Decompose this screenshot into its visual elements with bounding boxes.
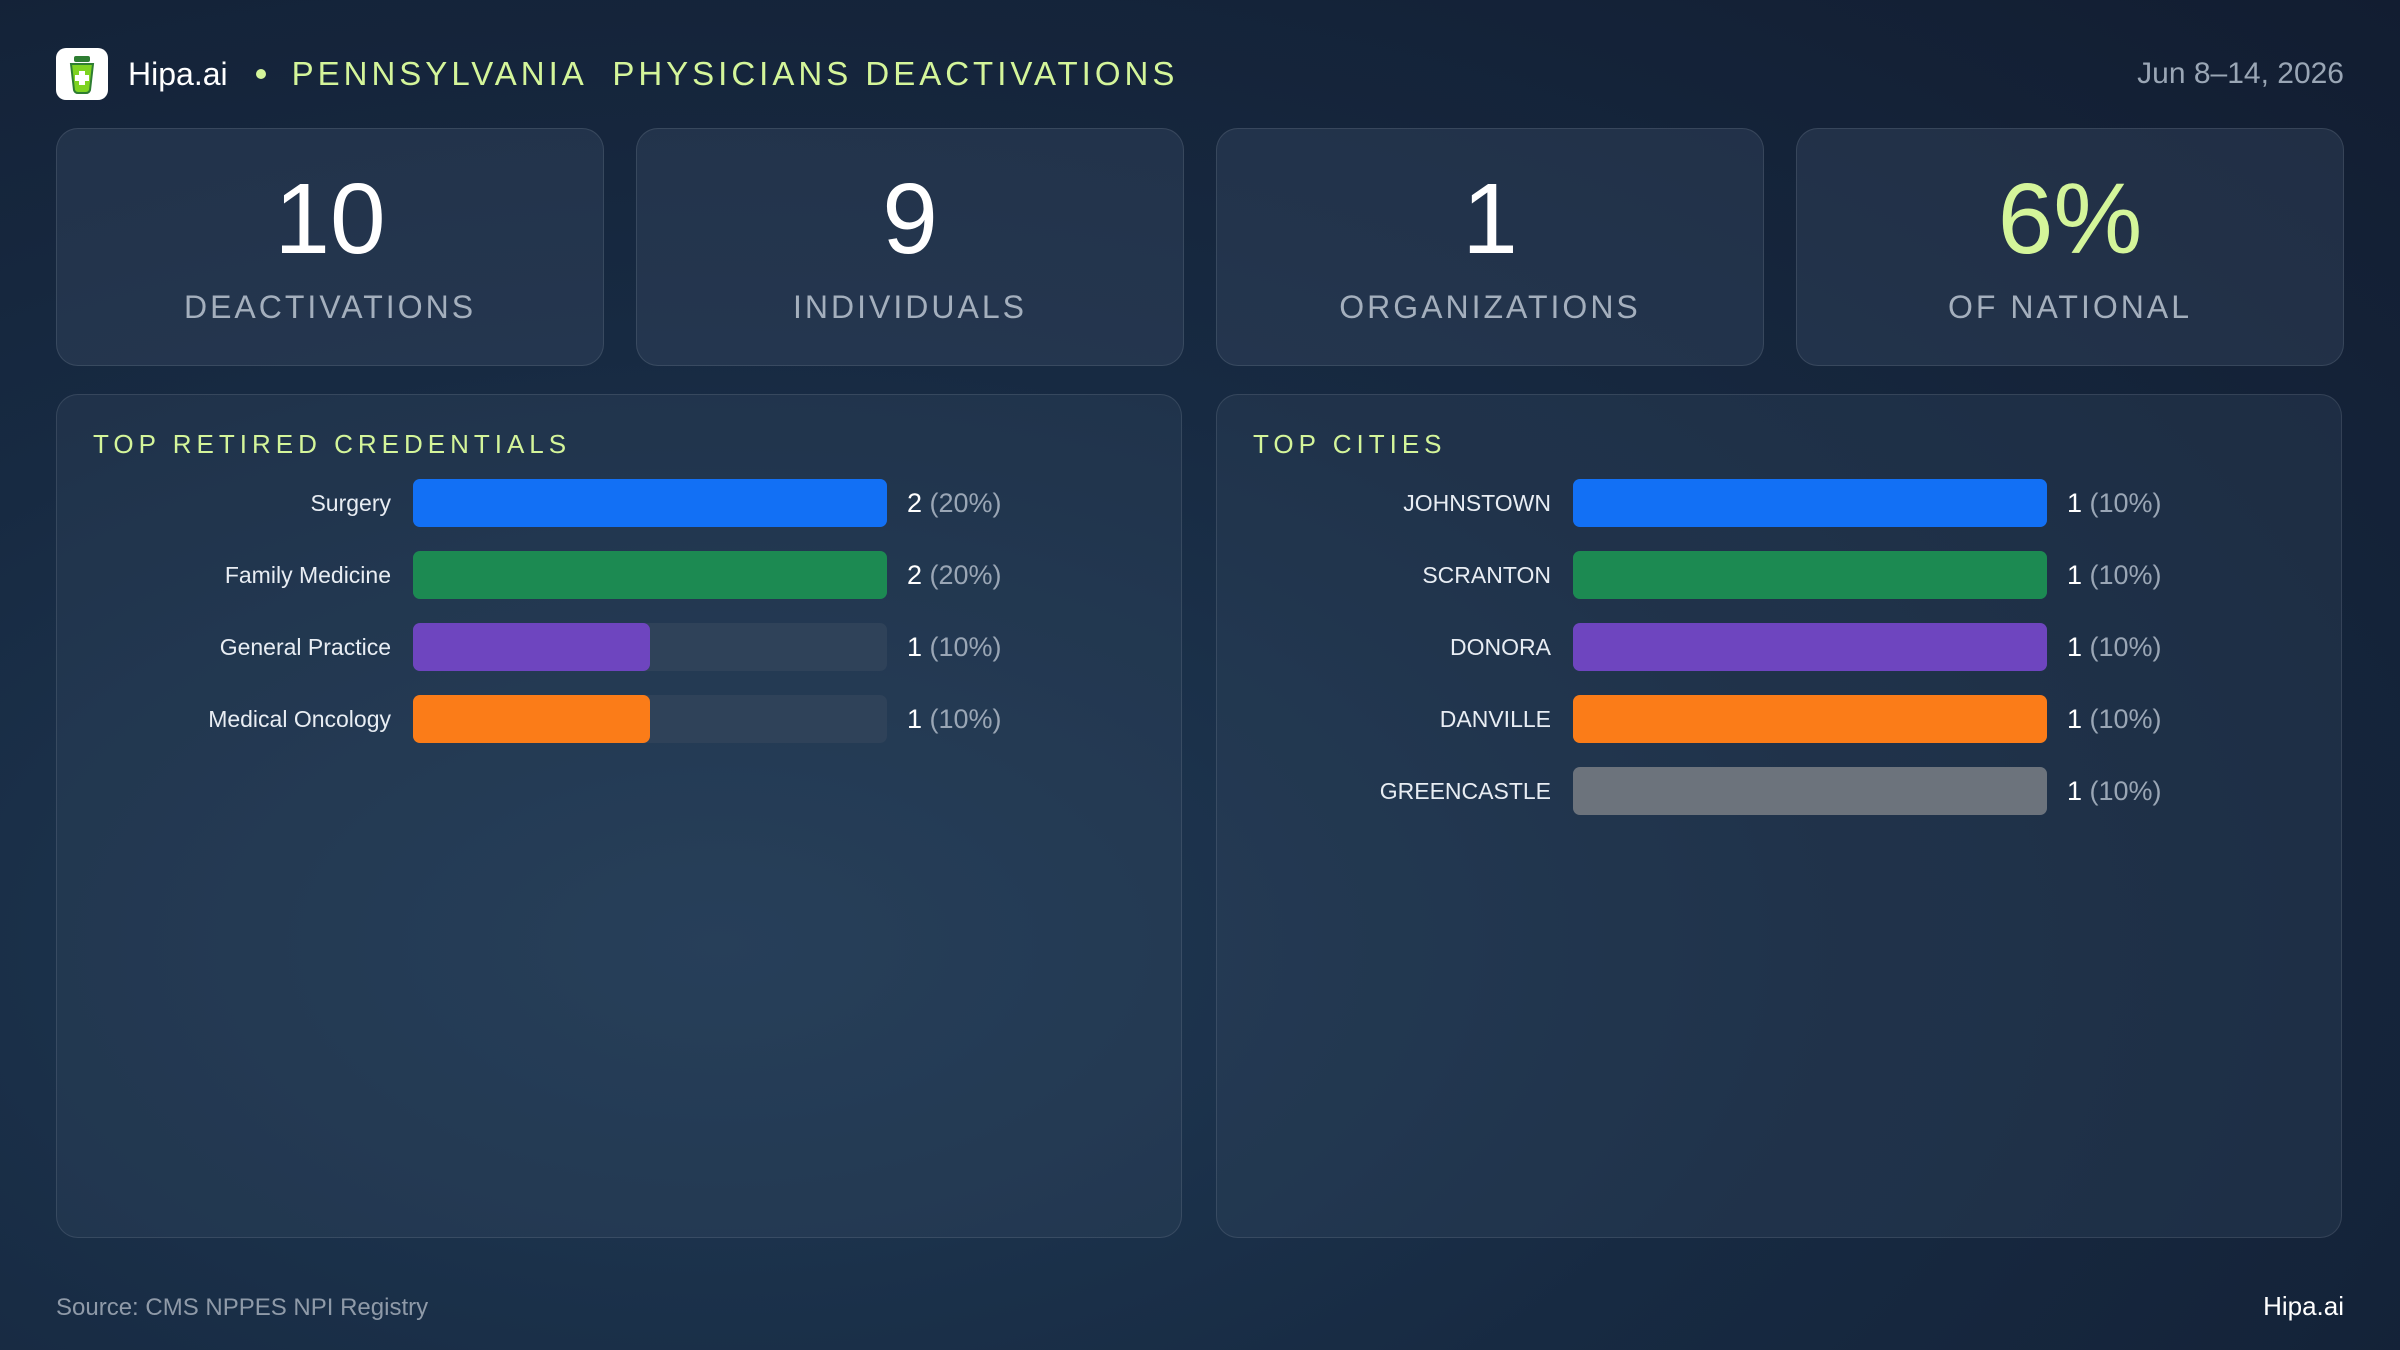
bar-value-label: 1 (10%) — [907, 632, 1002, 662]
separator-dot — [255, 69, 266, 79]
kpi-label: ORGANIZATIONS — [1339, 288, 1641, 325]
bar-category-label: Medical Oncology — [208, 706, 391, 732]
kpi-row: 10 DEACTIVATIONS 9 INDIVIDUALS 1 ORGANIZ… — [56, 128, 2344, 366]
kpi-label: INDIVIDUALS — [793, 288, 1027, 325]
bar — [413, 695, 650, 743]
credentials-panel: TOP RETIRED CREDENTIALS Surgery 2 (20%) Fa… — [56, 394, 1182, 1238]
bar-category-label: JOHNSTOWN — [1403, 490, 1551, 516]
panel-title: TOP CITIES — [1253, 429, 1447, 459]
bar-value-label: 1 (10%) — [2067, 776, 2162, 806]
bar-category-label: SCRANTON — [1422, 562, 1551, 588]
bar — [413, 551, 887, 599]
kpi-value: 6% — [1997, 162, 2143, 275]
bar-value-label: 2 (20%) — [907, 488, 1002, 518]
credentials-bar-chart: Surgery 2 (20%) Family Medicine 2 (20%) Gene… — [208, 479, 1002, 743]
bar-value-label: 1 (10%) — [2067, 560, 2162, 590]
bar — [413, 479, 887, 527]
hipa-logo-icon — [56, 48, 108, 100]
bar — [1573, 767, 2047, 815]
kpi-card-individuals: 9 INDIVIDUALS — [636, 128, 1184, 366]
bar-value-label: 2 (20%) — [907, 560, 1002, 590]
kpi-card-organizations: 1 ORGANIZATIONS — [1216, 128, 1764, 366]
panel-title: TOP RETIRED CREDENTIALS — [93, 429, 572, 459]
bar-category-label: Family Medicine — [225, 562, 391, 588]
bar-value-label: 1 (10%) — [2067, 632, 2162, 662]
kpi-card-national-share: 6% OF NATIONAL — [1796, 128, 2344, 366]
source-note: Source: CMS NPPES NPI Registry — [56, 1294, 429, 1321]
kpi-value: 10 — [274, 162, 386, 275]
kpi-card-deactivations: 10 DEACTIVATIONS — [56, 128, 604, 366]
kpi-value: 9 — [882, 162, 938, 275]
kpi-value: 1 — [1462, 162, 1518, 275]
bar-category-label: DANVILLE — [1440, 706, 1551, 732]
kpi-label: DEACTIVATIONS — [183, 288, 477, 325]
bar-value-label: 1 (10%) — [2067, 488, 2162, 518]
bar-category-label: Surgery — [310, 490, 391, 516]
bar-category-label: DONORA — [1450, 634, 1552, 660]
page-title: PENNSYLVANIA PHYSICIANS DEACTIVATIONS — [291, 55, 1179, 92]
cities-panel: TOP CITIES JOHNSTOWN 1 (10%) SCRANTON 1 (10… — [1216, 394, 2342, 1238]
bar — [1573, 551, 2047, 599]
bar — [413, 623, 650, 671]
brand-name: Hipa.ai — [128, 55, 228, 92]
bar — [1573, 695, 2047, 743]
kpi-label: OF NATIONAL — [1948, 288, 2192, 325]
bar-value-label: 1 (10%) — [907, 704, 1002, 734]
footer-brand: Hipa.ai — [2263, 1291, 2344, 1321]
cities-bar-chart: JOHNSTOWN 1 (10%) SCRANTON 1 (10%) DONORA 1 (… — [1380, 479, 2162, 815]
bar-value-label: 1 (10%) — [2067, 704, 2162, 734]
bar-category-label: GREENCASTLE — [1380, 778, 1551, 804]
header: Hipa.ai PENNSYLVANIA PHYSICIANS DEACTIVA… — [56, 48, 2344, 100]
date-range: Jun 8–14, 2026 — [2137, 57, 2344, 90]
bar-category-label: General Practice — [220, 634, 391, 660]
bar — [1573, 479, 2047, 527]
bar — [1573, 623, 2047, 671]
